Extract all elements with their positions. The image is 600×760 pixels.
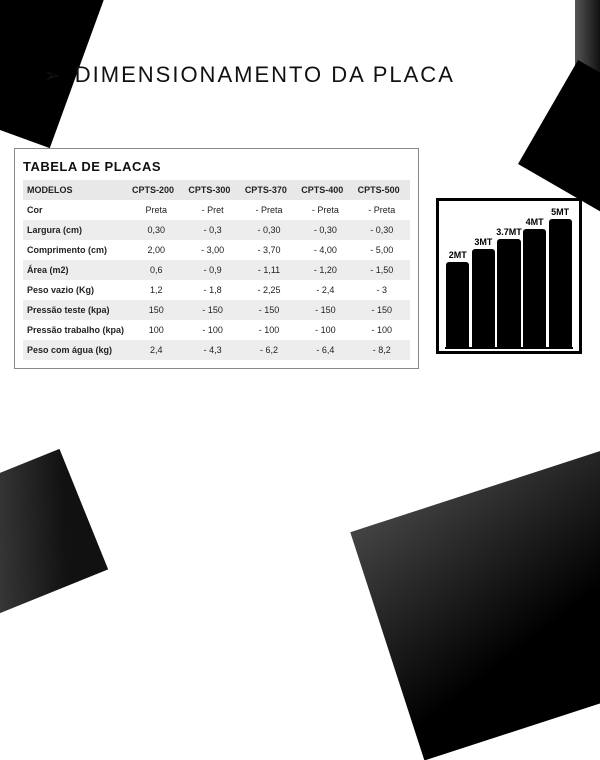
chevron-right-icon: ➢ [44, 63, 61, 88]
bar-wrap: 4MT [523, 217, 546, 347]
table-header-row: MODELOS CPTS-200 CPTS-300 CPTS-370 CPTS-… [23, 180, 410, 200]
cell-value: - 3 [354, 280, 410, 300]
cell-value: - 2,4 [297, 280, 353, 300]
decoration-bottom-left [0, 449, 108, 633]
cell-value: - 100 [184, 320, 240, 340]
cell-value: - Preta [297, 200, 353, 220]
cell-value: - 1,50 [354, 260, 410, 280]
cell-value: - 100 [297, 320, 353, 340]
table-row: Largura (cm)0,30- 0,3- 0,30- 0,30- 0,30 [23, 220, 410, 240]
cell-value: - 1,11 [241, 260, 297, 280]
page-title: DIMENSIONAMENTO DA PLACA [75, 62, 455, 88]
cell-value: 2,4 [128, 340, 184, 360]
bar-label: 4MT [526, 217, 544, 227]
table-row: Pressão trabalho (kpa)100- 100- 100- 100… [23, 320, 410, 340]
bar-wrap: 3.7MT [497, 227, 520, 347]
bar-label: 5MT [551, 207, 569, 217]
cell-value: 100 [128, 320, 184, 340]
table-row: CorPreta- Pret- Preta- Preta- Preta [23, 200, 410, 220]
bar [523, 229, 546, 347]
table-row: Peso vazio (Kg)1,2- 1,8- 2,25- 2,4- 3 [23, 280, 410, 300]
cell-value: - 2,25 [241, 280, 297, 300]
bar-chart: 2MT 3MT 3.7MT 4MT 5MT [445, 207, 573, 349]
cell-value: - 3,70 [241, 240, 297, 260]
col-header: MODELOS [23, 180, 128, 200]
cell-value: - 100 [241, 320, 297, 340]
cell-value: - 5,00 [354, 240, 410, 260]
cell-value: - 6,4 [297, 340, 353, 360]
cell-value: - 0,3 [184, 220, 240, 240]
cell-value: - 100 [354, 320, 410, 340]
table-row: Peso com água (kg)2,4- 4,3- 6,2- 6,4- 8,… [23, 340, 410, 360]
bar-wrap: 5MT [549, 207, 572, 347]
row-label: Área (m2) [23, 260, 128, 280]
col-header: CPTS-500 [354, 180, 410, 200]
table-card: TABELA DE PLACAS MODELOS CPTS-200 CPTS-3… [14, 148, 419, 369]
bar [472, 249, 495, 347]
cell-value: Preta [128, 200, 184, 220]
table-row: Pressão teste (kpa)150- 150- 150- 150- 1… [23, 300, 410, 320]
cell-value: - 6,2 [241, 340, 297, 360]
cell-value: - 150 [184, 300, 240, 320]
cell-value: - 0,9 [184, 260, 240, 280]
row-label: Pressão teste (kpa) [23, 300, 128, 320]
row-label: Peso com água (kg) [23, 340, 128, 360]
cell-value: - Preta [354, 200, 410, 220]
cell-value: - 4,3 [184, 340, 240, 360]
cell-value: - 3,00 [184, 240, 240, 260]
bar-wrap: 3MT [472, 237, 495, 347]
bar-wrap: 2MT [446, 250, 469, 347]
cell-value: - 1,8 [184, 280, 240, 300]
cell-value: - Pret [184, 200, 240, 220]
col-header: CPTS-300 [184, 180, 240, 200]
cell-value: 0,30 [128, 220, 184, 240]
cell-value: - 0,30 [241, 220, 297, 240]
cell-value: 1,2 [128, 280, 184, 300]
cell-value: - 150 [297, 300, 353, 320]
cell-value: - 8,2 [354, 340, 410, 360]
cell-value: 0,6 [128, 260, 184, 280]
bar-label: 3.7MT [496, 227, 522, 237]
bar-label: 2MT [449, 250, 467, 260]
row-label: Comprimento (cm) [23, 240, 128, 260]
specs-table: MODELOS CPTS-200 CPTS-300 CPTS-370 CPTS-… [23, 180, 410, 360]
cell-value: - 150 [354, 300, 410, 320]
cell-value: - 150 [241, 300, 297, 320]
col-header: CPTS-200 [128, 180, 184, 200]
table-row: Área (m2)0,6- 0,9- 1,11- 1,20- 1,50 [23, 260, 410, 280]
cell-value: - 4,00 [297, 240, 353, 260]
bar-label: 3MT [474, 237, 492, 247]
bar [446, 262, 469, 347]
table-title: TABELA DE PLACAS [23, 159, 410, 174]
chart-card: 2MT 3MT 3.7MT 4MT 5MT [436, 198, 582, 354]
bar [549, 219, 572, 347]
cell-value: 150 [128, 300, 184, 320]
bar [497, 239, 520, 347]
row-label: Largura (cm) [23, 220, 128, 240]
cell-value: - Preta [241, 200, 297, 220]
row-label: Pressão trabalho (kpa) [23, 320, 128, 340]
row-label: Cor [23, 200, 128, 220]
cell-value: - 1,20 [297, 260, 353, 280]
col-header: CPTS-370 [241, 180, 297, 200]
page-heading: ➢ DIMENSIONAMENTO DA PLACA [44, 62, 455, 88]
cell-value: 2,00 [128, 240, 184, 260]
col-header: CPTS-400 [297, 180, 353, 200]
table-row: Comprimento (cm)2,00- 3,00- 3,70- 4,00- … [23, 240, 410, 260]
row-label: Peso vazio (Kg) [23, 280, 128, 300]
cell-value: - 0,30 [354, 220, 410, 240]
cell-value: - 0,30 [297, 220, 353, 240]
